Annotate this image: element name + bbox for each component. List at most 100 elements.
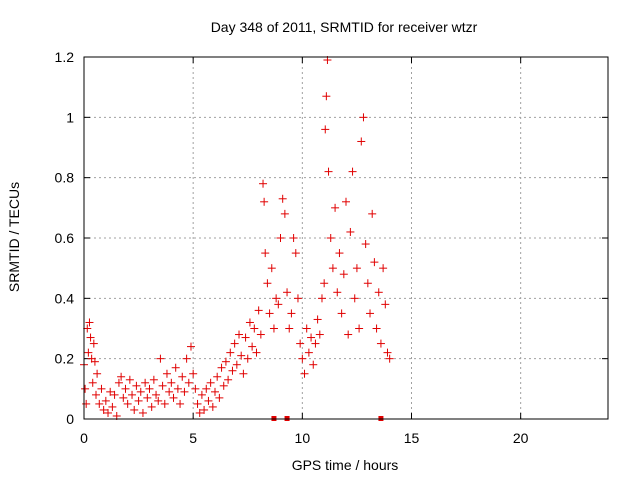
data-point	[252, 348, 261, 357]
data-point	[368, 209, 377, 218]
grid	[83, 56, 608, 420]
data-point	[322, 92, 331, 101]
data-point	[206, 378, 215, 387]
data-point	[307, 333, 316, 342]
data-point	[136, 387, 145, 396]
data-point	[317, 294, 326, 303]
data-point	[165, 387, 174, 396]
data-point	[149, 375, 158, 384]
data-point	[248, 342, 257, 351]
data-point	[383, 348, 392, 357]
data-point	[287, 309, 296, 318]
data-point	[195, 408, 204, 417]
data-point	[202, 384, 211, 393]
data-point	[243, 354, 252, 363]
data-point	[274, 300, 283, 309]
data-point	[321, 125, 330, 134]
data-point	[348, 167, 357, 176]
data-point	[204, 396, 213, 405]
data-point	[335, 249, 344, 258]
y-tick-label: 0.8	[55, 170, 75, 186]
data-point	[298, 354, 307, 363]
tick-labels: 0 0.2 0.4 0.6 0.8 1 1.2 0 5 10 15 20	[55, 49, 529, 446]
data-point	[128, 390, 137, 399]
data-point	[134, 396, 143, 405]
data-point	[110, 390, 119, 399]
data-point	[162, 369, 171, 378]
data-point	[132, 381, 141, 390]
y-tick-label: 1	[66, 109, 74, 125]
data-point	[221, 357, 230, 366]
data-point	[114, 378, 123, 387]
data-point	[366, 309, 375, 318]
data-point	[261, 249, 270, 258]
data-point	[331, 203, 340, 212]
x-tick-label: 20	[513, 430, 529, 446]
data-point	[145, 384, 154, 393]
data-point	[211, 387, 219, 396]
data-point	[324, 167, 333, 176]
data-point	[293, 294, 302, 303]
data-point	[276, 234, 285, 242]
data-point	[289, 234, 298, 242]
data-point	[344, 330, 353, 339]
data-point	[352, 264, 361, 273]
data-point	[160, 399, 169, 408]
data-point	[173, 384, 182, 393]
data-point	[123, 399, 132, 408]
data-point	[224, 375, 233, 384]
y-tick-label: 0.4	[55, 290, 75, 306]
x-tick-label: 5	[189, 430, 197, 446]
data-point	[241, 333, 250, 342]
data-point	[245, 318, 254, 327]
data-point	[357, 137, 366, 146]
data-point	[189, 369, 198, 378]
data-point	[219, 381, 228, 390]
data-point	[376, 339, 385, 348]
data-point	[81, 384, 90, 393]
data-point	[309, 360, 318, 369]
data-point	[372, 324, 381, 333]
data-point	[272, 294, 281, 303]
data-points	[80, 56, 394, 421]
y-tick-label: 1.2	[55, 49, 75, 65]
data-point	[213, 372, 222, 381]
data-point	[300, 369, 309, 378]
data-point	[379, 264, 388, 273]
data-point	[93, 369, 102, 378]
data-point	[125, 375, 134, 384]
data-point	[171, 363, 180, 372]
data-point	[237, 351, 246, 360]
data-point	[361, 240, 370, 249]
x-tick-label: 10	[295, 430, 311, 446]
data-point	[84, 348, 93, 357]
data-point	[156, 354, 165, 363]
data-point	[147, 402, 156, 411]
data-point	[278, 194, 287, 203]
data-point	[215, 393, 224, 402]
data-point	[138, 408, 147, 417]
data-point	[158, 381, 167, 390]
data-point	[90, 357, 99, 366]
data-point	[328, 264, 337, 273]
data-point	[184, 378, 193, 387]
data-point	[355, 324, 364, 333]
data-point	[235, 330, 244, 339]
data-point	[346, 227, 355, 236]
y-tick-label: 0	[66, 411, 74, 427]
data-point	[333, 288, 342, 297]
data-point	[182, 354, 191, 363]
data-point	[143, 393, 152, 402]
data-point	[304, 348, 313, 357]
data-point	[283, 288, 292, 297]
y-tick-label: 0.2	[55, 351, 75, 367]
data-point	[99, 405, 108, 414]
data-point	[154, 396, 163, 405]
data-point	[208, 402, 217, 411]
data-point	[95, 399, 104, 408]
data-point	[265, 309, 274, 318]
data-point	[104, 408, 113, 417]
data-point	[260, 197, 269, 206]
data-point	[311, 339, 320, 348]
